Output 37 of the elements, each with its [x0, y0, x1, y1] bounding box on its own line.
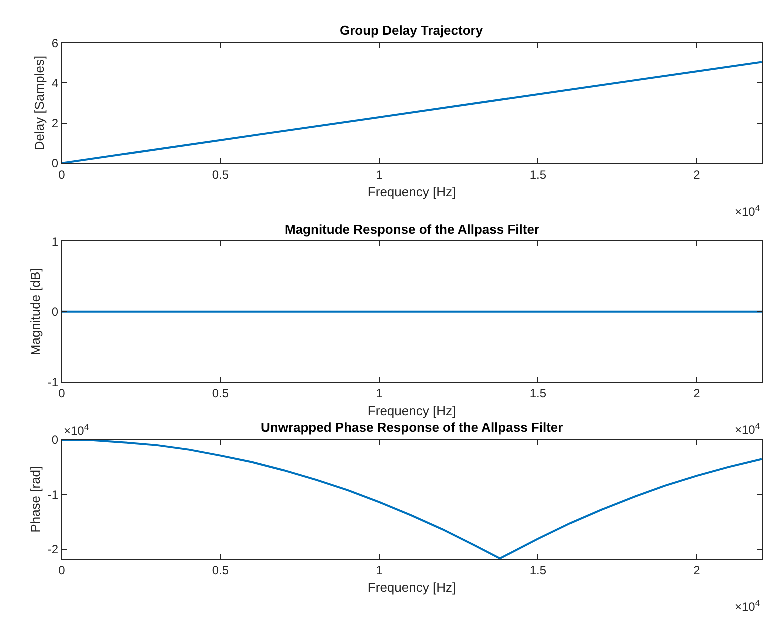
x-tick-label: 1.5	[530, 564, 547, 578]
x-tick-label: 1.5	[530, 168, 547, 182]
y-tick-label: -1	[48, 488, 59, 502]
text: ×10$^{4}$	[64, 422, 90, 438]
y-tick-label: 0	[52, 156, 59, 171]
line-series	[62, 61, 762, 164]
chart-title: Unwrapped Phase Response of the Allpass Filter	[261, 420, 564, 435]
y-tick-label: -1	[48, 376, 59, 390]
y-axis-title: Magnitude [dB]	[28, 268, 43, 356]
x-tick-label: 0.5	[212, 168, 230, 182]
x-axis-title: Frequency [Hz]	[368, 580, 456, 596]
x-axis-title: Frequency [Hz]	[368, 184, 456, 200]
text: ×10$^{4}$	[735, 598, 760, 614]
chart-title: Magnitude Response of the Allpass Filter	[285, 222, 540, 237]
y-tick-label: 2	[52, 116, 59, 130]
y-tick-label: 6	[52, 36, 59, 50]
y-tick-label: 0	[52, 433, 59, 448]
x-tick-label: 1	[376, 386, 384, 401]
y-tick-label: 1	[52, 234, 59, 249]
y-tick-label: -2	[48, 542, 59, 557]
x-tick-label: 0.5	[212, 564, 230, 578]
y-axis-title: Phase [rad]	[28, 466, 43, 533]
x-tick-label: 1.5	[530, 386, 547, 401]
x-tick-label: 1	[376, 168, 384, 182]
x-axis-title: Frequency [Hz]	[368, 403, 456, 418]
x-tick-label: 2	[694, 386, 701, 401]
y-tick-label: 0	[52, 305, 59, 320]
line-series	[62, 440, 762, 560]
chart-title: Group Delay Trajectory	[340, 23, 484, 38]
y-axis-title: Delay [Samples]	[32, 56, 47, 151]
text: ×10$^{4}$	[735, 421, 760, 438]
x-tick-label: 0.5	[212, 386, 230, 401]
text: ×10$^{4}$	[735, 203, 760, 220]
x-tick-label: 2	[694, 564, 701, 578]
x-tick-label: 1	[376, 564, 384, 578]
x-tick-label: 2	[694, 168, 701, 182]
y-tick-label: 4	[52, 76, 59, 90]
